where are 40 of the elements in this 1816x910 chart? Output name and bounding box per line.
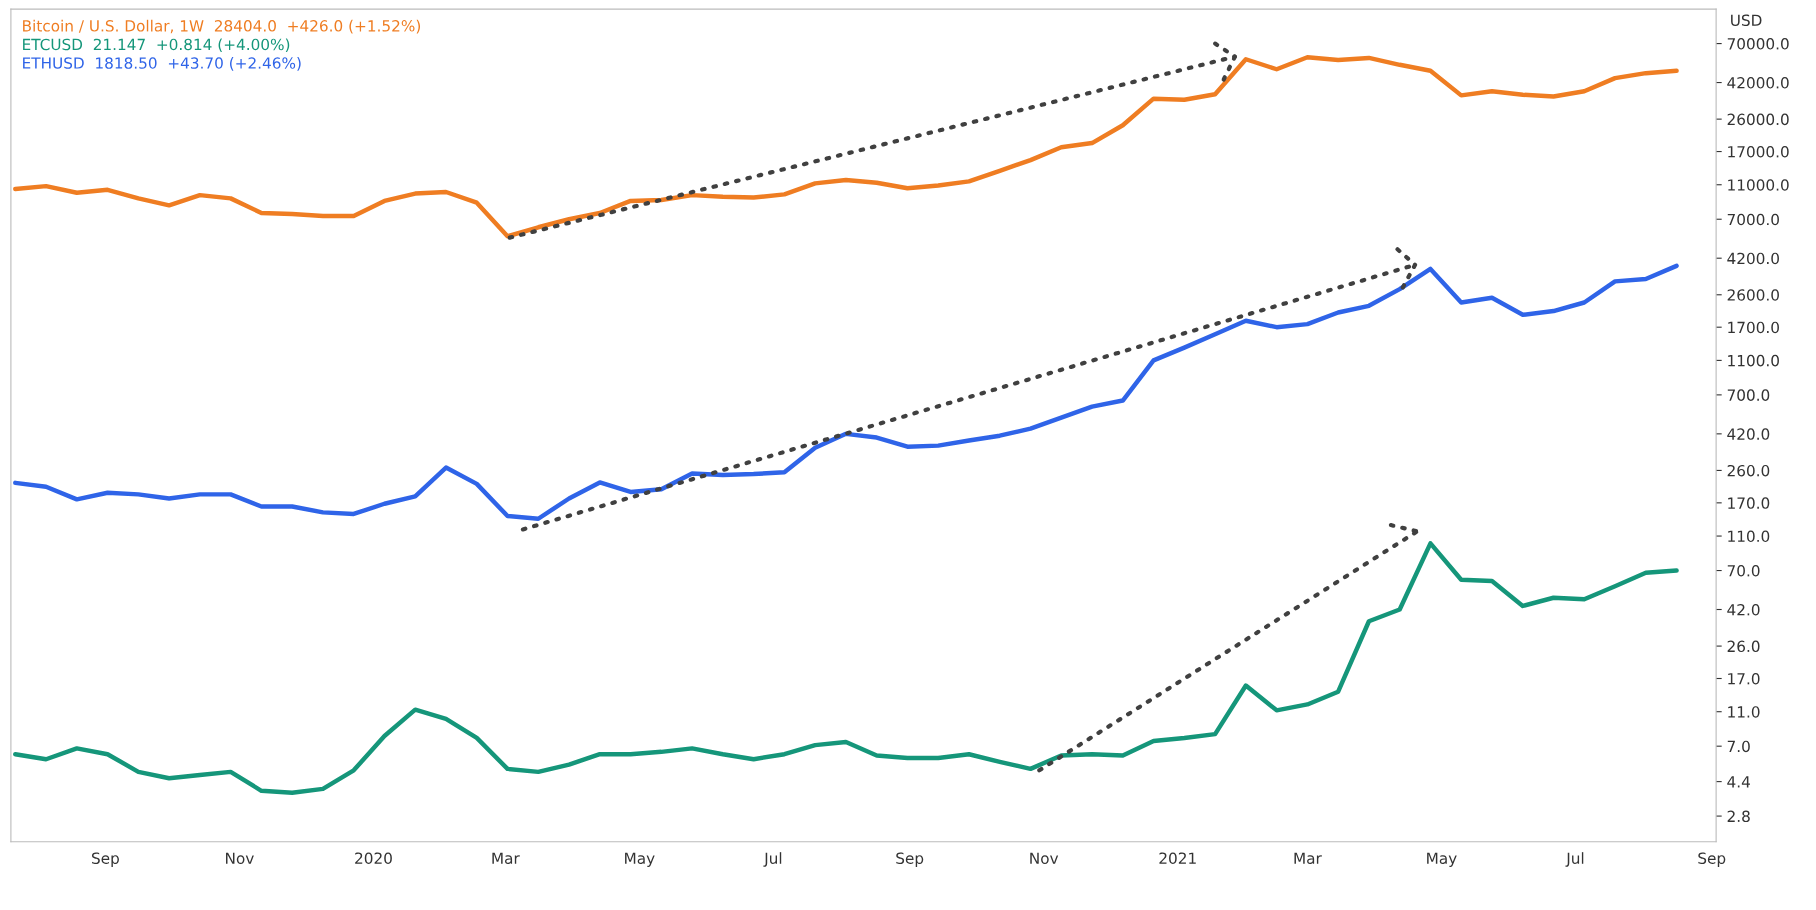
x-tick-label: Mar [492,852,520,864]
y-tick-label: 420.0 [1727,428,1770,440]
y-tick-label: 11.0 [1728,706,1760,718]
y-tick-label: 7000.0 [1727,213,1779,226]
x-tick-label: Jul [1565,852,1584,867]
x-tick-label: Jul [763,852,782,867]
y-tick-label: 170.0 [1728,497,1770,509]
y-tick-label: 17000.0 [1728,146,1789,158]
y-tick-label: 1700.0 [1728,321,1779,334]
x-tick-label: May [1427,852,1457,867]
text: Bitcoin / U.S. Dollar, 1W 28404.0 +426.0 (+1.52%) [23,19,421,34]
x-tick-label: Sep [1698,852,1726,867]
x-tick-label: Nov [226,852,254,864]
y-tick-label: 26.0 [1727,640,1760,653]
y-tick-label: 110.0 [1728,530,1770,543]
x-tick-label: 2020 [355,852,392,864]
x-tick-label: Mar [1294,852,1322,864]
y-tick-label: 7.0 [1727,740,1750,753]
y-axis-title: USD [1731,14,1762,27]
y-tick-label: 42.0 [1727,603,1760,616]
y-tick-label: 17.0 [1728,672,1760,685]
x-tick-label: 2021 [1159,852,1196,864]
y-tick-label: 4200.0 [1727,252,1779,265]
x-tick-label: May [625,852,655,867]
y-tick-label: 70000.0 [1727,38,1789,50]
y-tick-label: 4.4 [1727,776,1750,788]
text: ETHUSD 1818.50 +43.70 (+2.46%) [23,57,301,71]
y-tick-label: 260.0 [1727,464,1770,477]
y-tick-label: 2.8 [1727,810,1750,823]
x-tick-label: Nov [1030,852,1059,864]
y-tick-label: 700.0 [1727,389,1770,401]
y-tick-label: 70.0 [1727,565,1760,577]
x-tick-label: Sep [91,852,119,867]
y-tick-label: 26000.0 [1727,113,1789,126]
y-tick-label: 11000.0 [1728,179,1789,191]
y-tick-label: 42000.0 [1727,77,1789,89]
y-tick-label: 1100.0 [1728,354,1779,367]
y-tick-label: 2600.0 [1727,289,1779,301]
x-tick-label: Sep [896,852,924,867]
text: ETCUSD 21.147 +0.814 (+4.00%) [23,38,290,53]
